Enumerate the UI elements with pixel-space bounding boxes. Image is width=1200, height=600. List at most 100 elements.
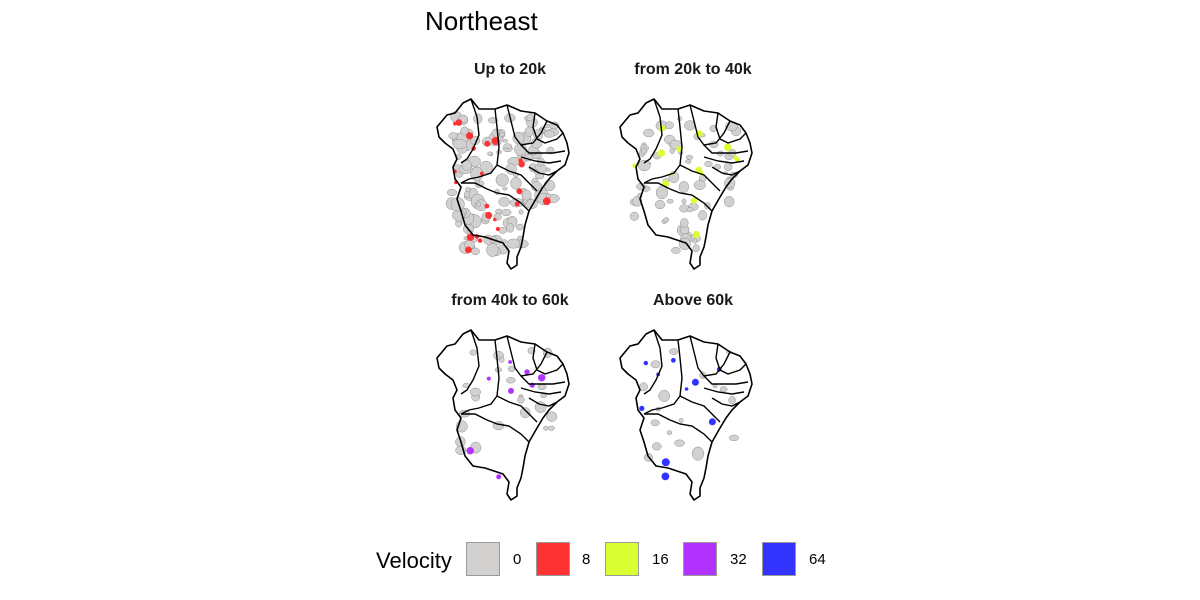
state-border	[703, 387, 745, 395]
municipality-shape	[510, 177, 522, 190]
legend-label-16: 16	[652, 551, 669, 568]
velocity-hotspot	[639, 405, 645, 411]
municipality-shape	[674, 439, 685, 447]
velocity-hotspot	[695, 166, 703, 174]
municipality-shape	[650, 419, 660, 427]
velocity-hotspot	[524, 369, 530, 375]
velocity-hotspot	[657, 149, 665, 157]
municipality-shape	[669, 348, 678, 355]
municipality-shape	[666, 198, 674, 204]
velocity-hotspot	[466, 447, 474, 455]
municipality-shape	[463, 191, 470, 198]
map-panel-40k-to-60k: from 40k to 60k	[425, 292, 595, 518]
municipality-shape	[692, 238, 698, 244]
panel-title: Above 60k	[652, 292, 734, 309]
velocity-hotspot	[484, 140, 491, 147]
municipality-shape	[545, 167, 551, 172]
velocity-hotspot	[692, 230, 700, 239]
municipality-shape	[486, 243, 499, 257]
state-border	[679, 164, 721, 192]
state-border	[715, 343, 747, 375]
velocity-hotspot	[518, 158, 523, 163]
map-title: Northeast	[425, 6, 538, 36]
municipality-shape	[448, 132, 458, 140]
municipality-shape	[498, 197, 510, 207]
state-border	[689, 335, 731, 377]
municipality-shape	[488, 117, 498, 124]
state-border	[461, 182, 530, 212]
municipality-shape	[728, 434, 739, 442]
municipality-shape	[506, 223, 515, 233]
state-border	[528, 166, 558, 176]
municipality-shape	[516, 223, 524, 231]
municipality-shape	[680, 218, 689, 228]
municipality-shape	[460, 126, 469, 136]
state-border	[643, 329, 663, 395]
velocity-hotspot	[455, 119, 463, 126]
velocity-hotspot	[643, 360, 648, 366]
municipality-shape	[522, 189, 532, 201]
municipality-shape	[461, 160, 472, 171]
municipality-shape	[629, 211, 640, 221]
legend-key-8	[536, 542, 570, 576]
municipality-shape	[507, 365, 516, 372]
municipality-shape	[724, 195, 735, 208]
municipality-shape	[665, 121, 674, 130]
state-border	[532, 112, 564, 144]
municipality-shape	[546, 411, 558, 422]
municipality-shape	[518, 209, 524, 215]
region-map	[619, 98, 753, 270]
state-border	[528, 397, 558, 407]
municipality-shape	[537, 383, 547, 390]
municipality-shape	[470, 387, 481, 397]
legend-title: Velocity	[376, 548, 452, 573]
state-border	[715, 112, 747, 144]
state-border	[679, 395, 721, 423]
municipality-shape	[526, 113, 535, 122]
municipality-shape	[506, 238, 521, 249]
velocity-hotspot	[493, 217, 497, 222]
municipality-shape	[498, 227, 508, 234]
municipality-shape	[641, 147, 648, 155]
municipality-shape	[685, 155, 694, 160]
municipality-shape	[724, 162, 733, 171]
velocity-hotspot	[477, 238, 483, 243]
state-border	[703, 156, 745, 164]
panel-title: from 20k to 40k	[634, 61, 752, 78]
state-border	[711, 397, 741, 407]
velocity-hotspot	[661, 472, 670, 481]
state-border	[520, 375, 566, 385]
region-map	[436, 329, 570, 501]
velocity-hotspot	[708, 418, 716, 426]
velocity-hotspot	[542, 197, 551, 206]
panel-title: from 40k to 60k	[451, 292, 569, 309]
state-border	[460, 339, 500, 415]
municipality-shape	[639, 382, 648, 392]
state-border	[711, 166, 741, 176]
municipality-shape	[678, 181, 689, 193]
velocity-hotspot	[684, 387, 689, 391]
municipality-shape	[503, 143, 513, 150]
municipality-shape	[519, 407, 531, 419]
municipality-shape	[501, 208, 512, 216]
velocity-hotspot	[723, 143, 732, 152]
state-border	[644, 413, 713, 443]
state-border	[460, 98, 480, 164]
municipality-shape	[469, 349, 477, 356]
municipality-layer	[455, 346, 558, 480]
velocity-hotspot	[508, 387, 514, 394]
municipality-shape	[685, 159, 692, 164]
municipality-shape	[502, 139, 508, 143]
legend-label-0: 0	[513, 551, 522, 568]
map-panel-20k-to-40k: from 20k to 40k	[608, 61, 778, 287]
state-border	[520, 144, 566, 154]
legend-key-32	[683, 542, 717, 576]
municipality-shape	[652, 442, 662, 451]
velocity-hotspot	[514, 201, 520, 207]
municipality-shape	[476, 201, 482, 208]
state-border	[496, 164, 538, 192]
state-border	[643, 98, 663, 164]
velocity-hotspot	[466, 233, 475, 241]
velocity-hotspot	[691, 378, 699, 386]
state-border	[643, 108, 683, 184]
